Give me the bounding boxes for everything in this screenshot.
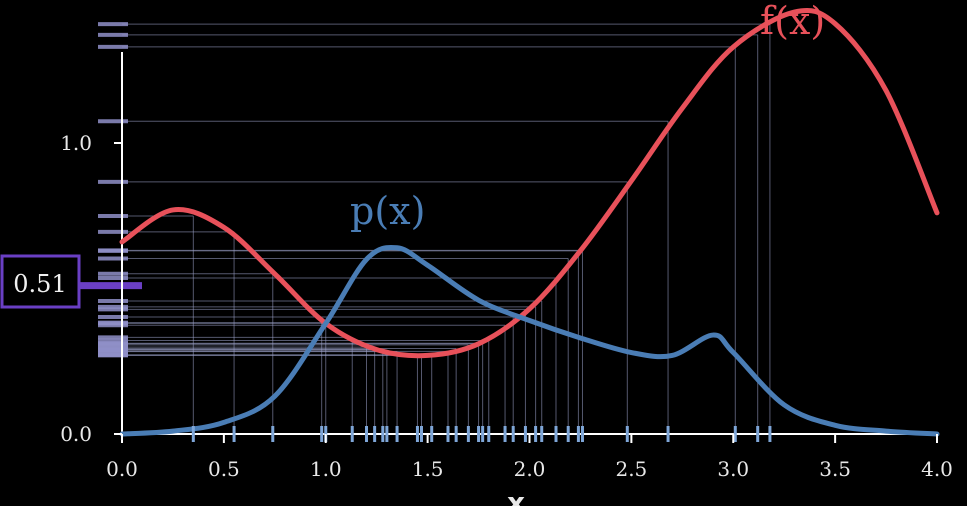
readout-frame [0, 254, 81, 309]
f-curve-label: f(x) [760, 0, 825, 43]
x-tick-label: 1.5 [412, 457, 444, 481]
curves [119, 7, 940, 437]
x-axis-title: x [507, 486, 525, 506]
y-tick-label: 0.0 [60, 422, 92, 446]
p-curve-label: p(x) [350, 189, 425, 233]
tick-labels: 0.0 0.5 1.0 1.5 2.0 2.5 3.0 3.5 4.0 0.0 1.0 [60, 131, 953, 481]
sample-x-ticks [191, 426, 772, 442]
readout-value: 0.51 [13, 270, 66, 298]
sample-y-ticks [80, 22, 142, 358]
x-tick-label: 0.5 [208, 457, 240, 481]
p-curve [119, 244, 940, 437]
x-tick-label: 4.0 [921, 457, 953, 481]
x-tick-label: 1.0 [310, 457, 342, 481]
x-tick-label: 0.0 [106, 457, 138, 481]
x-tick-label: 3.5 [819, 457, 851, 481]
y-tick-label: 1.0 [60, 131, 92, 155]
readout-box: 0.51 [0, 254, 81, 309]
x-tick-label: 2.0 [514, 457, 546, 481]
x-tick-label: 3.0 [717, 457, 749, 481]
f-curve [119, 7, 940, 359]
x-tick-label: 2.5 [615, 457, 647, 481]
sample-guide-lines [122, 23, 771, 434]
